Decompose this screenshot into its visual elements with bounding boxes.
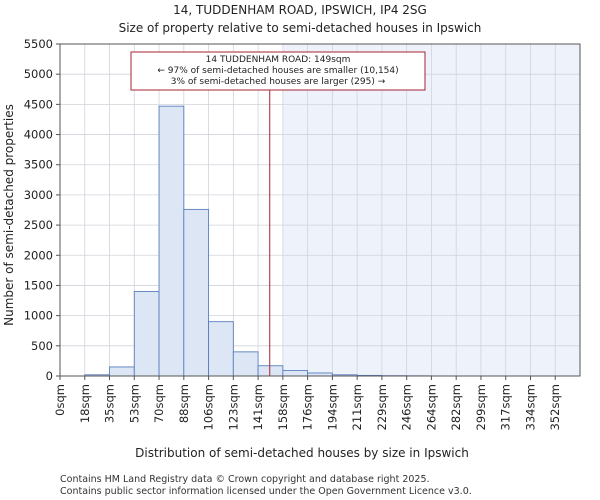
bar-106sqm: [208, 321, 234, 377]
x-tick-label: 141sqm: [251, 384, 265, 430]
chart-title: 14, TUDDENHAM ROAD, IPSWICH, IP4 2SG: [173, 3, 427, 17]
x-tick-label: 88sqm: [177, 384, 191, 423]
x-tick-label: 246sqm: [400, 384, 414, 430]
bar-35sqm: [109, 366, 135, 377]
y-axis-label: Number of semi-detached properties: [2, 104, 16, 326]
annotation-box: 14 TUDDENHAM ROAD: 149sqm ← 97% of semi-…: [130, 51, 426, 91]
bar-88sqm: [183, 208, 210, 377]
x-tick-label: 70sqm: [152, 384, 166, 423]
y-tick-label: 500: [31, 339, 53, 353]
x-tick-label: 264sqm: [424, 384, 438, 430]
x-tick-label: 123sqm: [226, 384, 240, 430]
x-tick-label: 299sqm: [474, 384, 488, 430]
x-tick-label: 176sqm: [301, 384, 315, 430]
y-tick-label: 2000: [24, 248, 53, 262]
x-tick-label: 106sqm: [202, 384, 216, 430]
footer-line-1: Contains HM Land Registry data © Crown c…: [60, 474, 430, 485]
x-tick-label: 282sqm: [449, 384, 463, 430]
y-tick-label: 3500: [24, 158, 53, 172]
x-tick-label: 211sqm: [350, 384, 364, 430]
bar-141sqm: [257, 365, 284, 377]
x-tick-label: 334sqm: [523, 384, 537, 430]
x-tick-label: 317sqm: [499, 384, 513, 430]
y-tick-label: 2500: [24, 218, 53, 232]
y-tick-label: 1500: [24, 278, 53, 292]
bar-70sqm: [158, 105, 185, 377]
annotation-line-2: ← 97% of semi-detached houses are smalle…: [157, 66, 398, 76]
plot-frame: [59, 43, 581, 377]
y-tick-label: 5000: [24, 67, 53, 81]
chart-subtitle: Size of property relative to semi-detach…: [119, 21, 482, 35]
y-tick-label: 5500: [24, 37, 53, 51]
y-tick-label: 4500: [24, 97, 53, 111]
bars: [84, 105, 432, 377]
x-tick-label: 194sqm: [325, 384, 339, 430]
y-tick-label: 1000: [24, 309, 53, 323]
footer-line-2: Contains public sector information licen…: [60, 486, 472, 497]
bar-123sqm: [232, 351, 259, 377]
bar-53sqm: [133, 291, 160, 377]
annotation-line-1: 14 TUDDENHAM ROAD: 149sqm: [206, 55, 351, 65]
y-tick-label: 4000: [24, 128, 53, 142]
x-tick-label: 229sqm: [375, 384, 389, 430]
annotation-frame: [130, 51, 426, 91]
x-tick-label: 158sqm: [276, 384, 290, 430]
x-axis-ticks: 0sqm 18sqm 35sqm 53sqm 70sqm 88sqm 106sqm 123sq…: [53, 376, 562, 430]
x-tick-label: 53sqm: [127, 384, 141, 423]
x-tick-label: 35sqm: [103, 384, 117, 423]
y-tick-label: 3000: [24, 188, 53, 202]
y-tick-label: 0: [46, 369, 53, 383]
x-tick-label: 352sqm: [548, 384, 562, 430]
annotation-line-3: 3% of semi-detached houses are larger (2…: [171, 77, 386, 87]
x-tick-label: 18sqm: [78, 384, 92, 423]
x-axis-label: Distribution of semi-detached houses by …: [135, 446, 469, 460]
x-tick-label: 0sqm: [53, 384, 67, 416]
bar-158sqm: [282, 370, 309, 377]
y-axis-ticks: 0 500 1000 1500 2000 2500 3000 3500 4000 4500 5000…: [24, 37, 60, 383]
